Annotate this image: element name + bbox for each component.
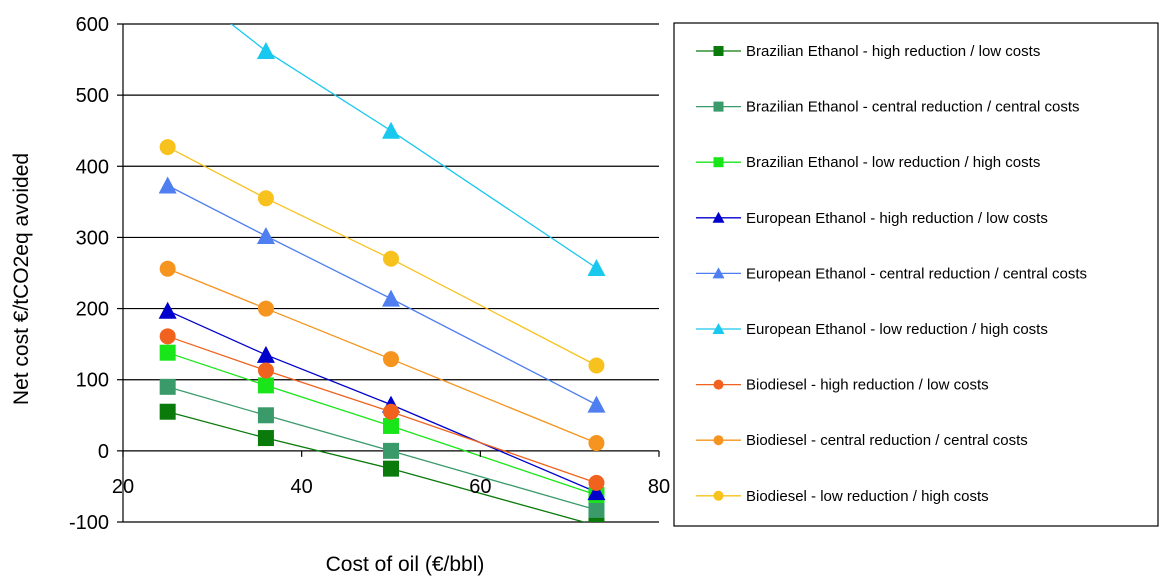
legend-label: European Ethanol - high reduction / low … [746, 210, 1048, 227]
legend-marker [714, 380, 724, 390]
series-line-3 [168, 353, 597, 495]
y-axis-title: Net cost €/tCO2eq avoided [10, 153, 33, 405]
series-line-7 [168, 336, 597, 483]
x-tick-label: 40 [291, 476, 313, 498]
y-tick-label: 500 [76, 85, 109, 107]
data-point [587, 396, 605, 413]
legend-marker [714, 46, 724, 56]
legend-item: Biodiesel - central reduction / central … [696, 432, 1028, 449]
legend-item: Brazilian Ethanol - low reduction / high… [696, 154, 1040, 171]
data-point [160, 139, 176, 155]
y-tick-label: 200 [76, 299, 109, 321]
legend-label: European Ethanol - central reduction / c… [746, 265, 1087, 282]
data-point [159, 176, 177, 193]
data-point [258, 407, 274, 423]
legend-label: Brazilian Ethanol - low reduction / high… [746, 154, 1040, 171]
data-point [258, 362, 274, 378]
data-point [588, 435, 604, 451]
data-point [383, 443, 399, 459]
x-tick-label: 20 [112, 476, 134, 498]
legend-label: Biodiesel - central reduction / central … [746, 432, 1028, 449]
y-tick-label: 300 [76, 227, 109, 249]
series-line-8 [168, 269, 597, 443]
series-lines [168, 0, 597, 526]
x-tick-label: 60 [469, 476, 491, 498]
series-markers [159, 0, 606, 534]
legend-label: European Ethanol - low reduction / high … [746, 321, 1048, 338]
series-line-9 [168, 147, 597, 365]
data-point [257, 42, 275, 59]
data-point [382, 290, 400, 307]
data-point [258, 301, 274, 317]
legend-label: Biodiesel - low reduction / high costs [746, 488, 989, 505]
y-tick-label: 400 [76, 156, 109, 178]
data-point [588, 357, 604, 373]
legend-marker [714, 157, 724, 167]
legend-label: Brazilian Ethanol - high reduction / low… [746, 43, 1040, 60]
legend-item: European Ethanol - low reduction / high … [696, 321, 1048, 338]
legend-marker [714, 435, 724, 445]
data-point [160, 328, 176, 344]
series-line-6 [168, 0, 597, 268]
y-tick-label: 0 [98, 441, 109, 463]
data-point [383, 251, 399, 267]
data-point [383, 404, 399, 420]
legend-item: Brazilian Ethanol - central reduction / … [696, 99, 1080, 116]
legend-item: Brazilian Ethanol - high reduction / low… [696, 43, 1040, 60]
data-point [588, 475, 604, 491]
data-point [588, 518, 604, 534]
data-point [160, 345, 176, 361]
legend-item: European Ethanol - central reduction / c… [696, 265, 1087, 282]
y-tick-label: -100 [69, 512, 109, 534]
tick-labels: -100 0 100 200 300 400 500 600 20 40 60 80 [69, 14, 670, 534]
data-point [258, 377, 274, 393]
series-line-2 [168, 387, 597, 510]
data-point [383, 461, 399, 477]
legend-marker [714, 491, 724, 501]
data-point [257, 227, 275, 244]
legend: Brazilian Ethanol - high reduction / low… [674, 23, 1158, 526]
y-tick-label: 100 [76, 370, 109, 392]
legend-item: European Ethanol - high reduction / low … [696, 210, 1048, 227]
data-point [257, 346, 275, 363]
legend-marker [714, 102, 724, 112]
y-tick-label: 600 [76, 14, 109, 36]
data-point [382, 122, 400, 139]
data-point [258, 190, 274, 206]
data-point [160, 404, 176, 420]
data-point [587, 259, 605, 276]
data-point [383, 418, 399, 434]
data-point [160, 261, 176, 277]
data-point [160, 379, 176, 395]
x-axis-title: Cost of oil (€/bbl) [326, 553, 485, 576]
series-line-4 [168, 311, 597, 492]
series-line-1 [168, 412, 597, 526]
data-point [258, 430, 274, 446]
data-point [588, 502, 604, 518]
legend-label: Biodiesel - high reduction / low costs [746, 377, 989, 394]
x-tick-label: 80 [648, 476, 670, 498]
data-point [383, 351, 399, 367]
legend-label: Brazilian Ethanol - central reduction / … [746, 99, 1080, 116]
data-point [159, 302, 177, 319]
